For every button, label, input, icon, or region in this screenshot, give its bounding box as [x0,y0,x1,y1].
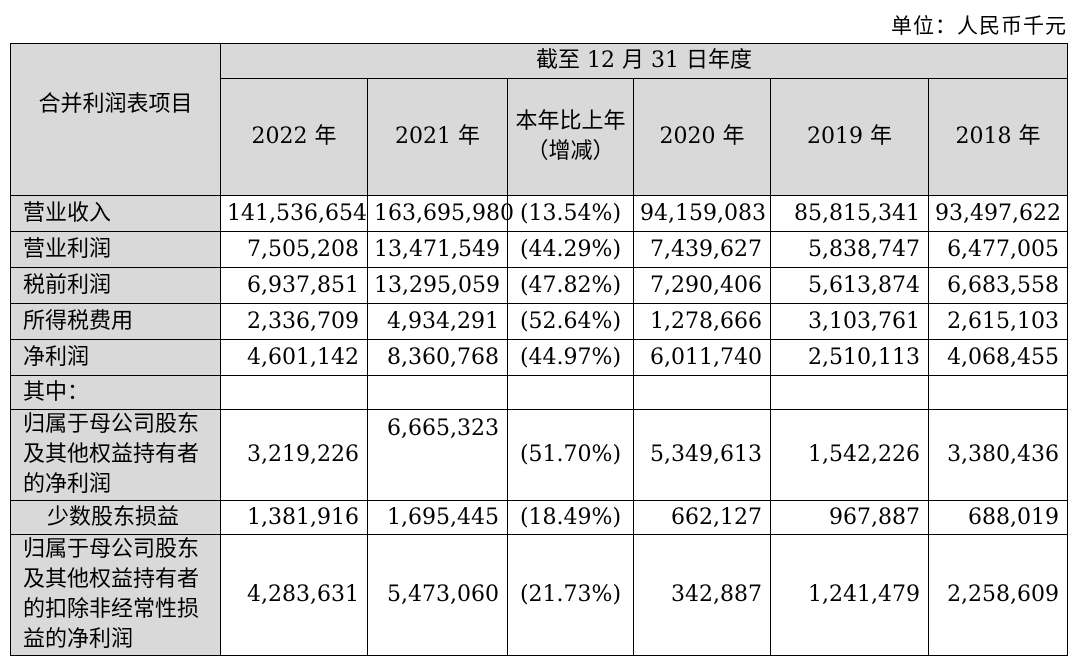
cell: 5,473,060 [367,534,508,656]
row-label: 营业收入 [10,195,221,232]
cell: 342,887 [633,534,771,656]
cell: (18.49%) [507,500,634,535]
cell: 1,278,666 [633,303,771,340]
cell: 3,103,761 [770,303,929,340]
cell: 7,290,406 [633,267,771,304]
cell: (44.97%) [507,339,634,376]
cell: (51.70%) [507,409,634,501]
table-row: 其中： [10,375,1069,410]
cell: (47.82%) [507,267,634,304]
row-label: 所得税费用 [10,303,221,340]
cell [927,375,1069,410]
cell [633,375,771,410]
row-label: 归属于母公司股东及其他权益持有者的扣除非经常性损益的净利润 [10,534,221,656]
cell: 688,019 [927,500,1069,535]
cell: 4,068,455 [927,339,1069,376]
cell [220,375,368,410]
table-row: 归属于母公司股东及其他权益持有者的净利润 3,219,226 6,665,323… [10,409,1069,501]
cell: 2,615,103 [927,303,1069,340]
period-title: 截至 12 月 31 日年度 [219,43,1069,79]
row-label: 税前利润 [10,267,221,304]
cell: 2,510,113 [770,339,929,376]
table-row: 税前利润 6,937,851 13,295,059 (47.82%) 7,290… [10,267,1069,304]
cell: 6,683,558 [927,267,1069,304]
table-row: 少数股东损益 1,381,916 1,695,445 (18.49%) 662,… [10,500,1069,535]
cell: (44.29%) [507,231,634,268]
table-row: 营业收入 141,536,654 163,695,980 (13.54%) 94… [10,195,1069,232]
cell: 4,283,631 [220,534,368,656]
unit-label: 单位：人民币千元 [891,14,1067,38]
cell: 967,887 [770,500,929,535]
column-header-2019: 2019 年 [770,78,929,196]
cell: 93,497,622 [927,195,1069,232]
table-row: 归属于母公司股东及其他权益持有者的扣除非经常性损益的净利润 4,283,631 … [10,534,1069,656]
cell: (13.54%) [507,195,634,232]
row-label-header: 合并利润表项目 [10,43,221,196]
cell: 1,542,226 [770,409,929,501]
cell: 1,241,479 [770,534,929,656]
cell: 6,477,005 [927,231,1069,268]
column-header-2018: 2018 年 [927,78,1069,196]
cell: 4,601,142 [220,339,368,376]
cell: 85,815,341 [770,195,929,232]
income-statement-table: 合并利润表项目 截至 12 月 31 日年度 2022 年 2021 年 本年比… [10,43,1069,656]
cell: (52.64%) [507,303,634,340]
cell: 1,381,916 [220,500,368,535]
cell [367,375,508,410]
cell: 662,127 [633,500,771,535]
row-label: 净利润 [10,339,221,376]
cell: 7,439,627 [633,231,771,268]
cell: 4,934,291 [367,303,508,340]
cell: 3,219,226 [220,409,368,501]
cell: 6,665,323 [367,409,508,501]
cell: 13,471,549 [367,231,508,268]
column-header-2020: 2020 年 [633,78,771,196]
row-label: 归属于母公司股东及其他权益持有者的净利润 [10,409,221,501]
row-label: 少数股东损益 [10,500,221,535]
cell: 3,380,436 [927,409,1069,501]
cell: 2,336,709 [220,303,368,340]
cell: 6,011,740 [633,339,771,376]
cell: 141,536,654 [220,195,368,232]
table-row: 所得税费用 2,336,709 4,934,291 (52.64%) 1,278… [10,303,1069,340]
cell [770,375,929,410]
cell: 7,505,208 [220,231,368,268]
cell [507,375,634,410]
cell: 5,349,613 [633,409,771,501]
cell: 163,695,980 [367,195,514,232]
cell: 5,613,874 [770,267,929,304]
cell: 2,258,609 [927,534,1069,656]
column-header-change: 本年比上年（增减） [507,78,634,196]
cell: 5,838,747 [770,231,929,268]
column-header-2022: 2022 年 [220,78,368,196]
cell: 6,937,851 [220,267,368,304]
cell: 94,159,083 [633,195,771,232]
cell: 8,360,768 [367,339,508,376]
column-header-2021: 2021 年 [367,78,508,196]
row-label: 营业利润 [10,231,221,268]
cell: 1,695,445 [367,500,508,535]
row-label: 其中： [10,375,221,410]
table-row: 营业利润 7,505,208 13,471,549 (44.29%) 7,439… [10,231,1069,268]
cell: (21.73%) [507,534,634,656]
table-row: 净利润 4,601,142 8,360,768 (44.97%) 6,011,7… [10,339,1069,376]
cell: 13,295,059 [367,267,508,304]
